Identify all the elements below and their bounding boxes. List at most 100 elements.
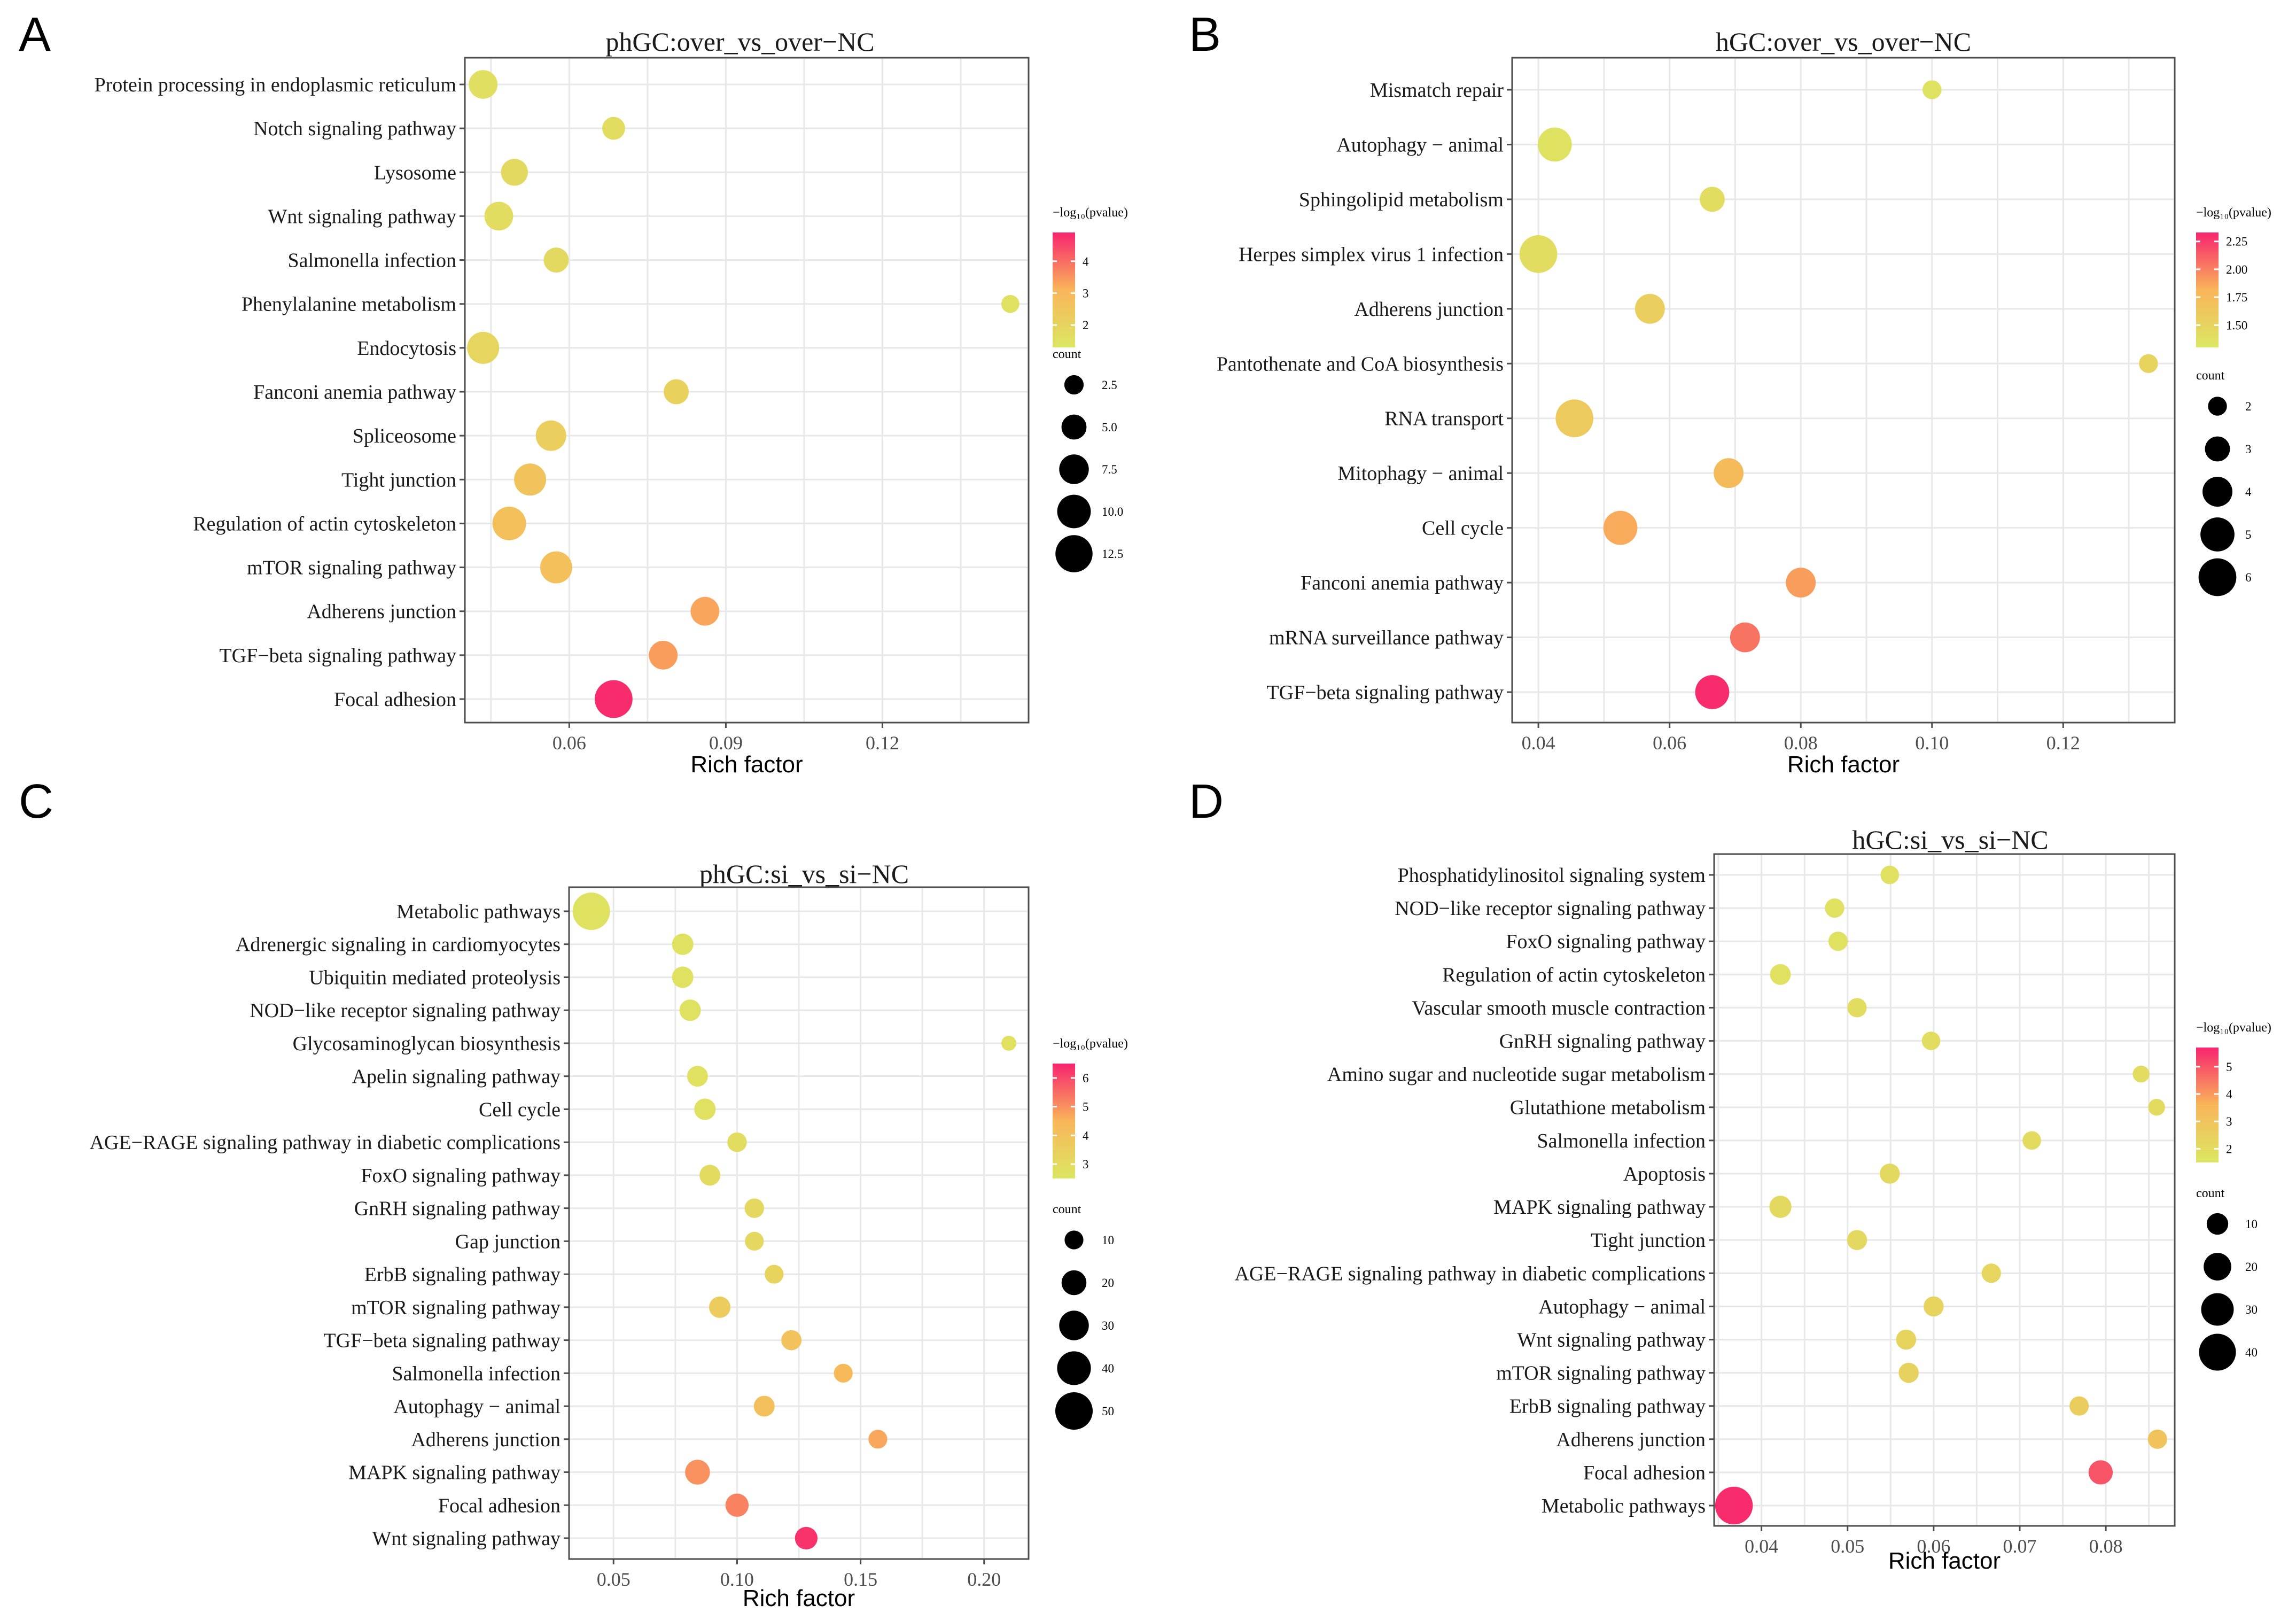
y-tick-label: Wnt signaling pathway <box>268 205 456 228</box>
color-bar-label: 2 <box>1083 319 1089 332</box>
data-point <box>2132 1065 2150 1083</box>
panel-letter: D <box>1189 775 1224 828</box>
y-tick-label: Apelin signaling pathway <box>352 1066 561 1088</box>
x-tick-label: 0.09 <box>709 732 743 754</box>
color-bar-label: 2.25 <box>2226 235 2247 249</box>
data-point <box>1769 1196 1792 1218</box>
data-point <box>685 1460 710 1485</box>
data-point <box>1898 1362 1919 1383</box>
x-tick-label: 0.07 <box>2003 1536 2036 1557</box>
color-legend-title: −log₁₀(pvalue) <box>1053 206 1128 220</box>
y-tick-label: FoxO signaling pathway <box>1506 930 1706 953</box>
y-tick-label: Autophagy − animal <box>393 1395 561 1418</box>
data-point <box>1921 1032 1941 1050</box>
size-legend-label: 30 <box>2245 1303 2258 1316</box>
data-point <box>1880 865 1900 885</box>
data-point <box>1847 1230 1867 1250</box>
color-bar <box>1053 1064 1075 1178</box>
size-legend-label: 10 <box>1102 1234 1114 1247</box>
y-tick-label: MAPK signaling pathway <box>348 1462 561 1484</box>
panel-letter: C <box>19 775 53 828</box>
color-bar-label: 4 <box>1083 255 1089 268</box>
y-tick-label: Cell cycle <box>479 1098 561 1121</box>
size-legend-label: 5.0 <box>1102 421 1117 434</box>
y-tick-label: Herpes simplex virus 1 infection <box>1239 243 1504 266</box>
size-legend-label: 20 <box>2245 1260 2258 1274</box>
y-tick-label: Amino sugar and nucleotide sugar metabol… <box>1327 1064 1706 1086</box>
size-legend-dot <box>2208 397 2227 416</box>
y-tick-label: Adherens junction <box>411 1429 561 1451</box>
x-tick-label: 0.06 <box>1653 732 1686 754</box>
y-tick-label: Cell cycle <box>1422 517 1504 540</box>
data-point <box>602 117 625 140</box>
data-point <box>649 640 678 670</box>
y-tick-label: Phenylalanine metabolism <box>242 293 456 316</box>
data-point <box>744 1198 765 1218</box>
plot-area <box>1713 853 2176 1527</box>
data-point <box>1828 932 1848 951</box>
data-point <box>727 1132 747 1152</box>
data-point <box>572 892 610 930</box>
size-legend-dot <box>1059 1310 1089 1340</box>
data-point <box>1923 80 1942 99</box>
x-tick-label: 0.20 <box>967 1569 1001 1590</box>
y-tick-label: Fanconi anemia pathway <box>253 381 456 404</box>
size-legend-label: 6 <box>2245 571 2252 584</box>
size-legend-title: count <box>1053 1203 1081 1216</box>
y-tick-label: Endocytosis <box>357 337 456 360</box>
size-legend-title: count <box>1053 347 1081 361</box>
data-point <box>725 1493 749 1517</box>
size-legend-label: 3 <box>2245 443 2252 456</box>
data-point <box>1635 293 1665 324</box>
x-tick-label: 0.06 <box>552 732 586 754</box>
size-legend-dot <box>2205 436 2230 462</box>
data-point <box>540 551 572 584</box>
y-tick-label: mTOR signaling pathway <box>1496 1362 1706 1385</box>
data-point <box>543 247 569 273</box>
data-point <box>1001 1035 1017 1051</box>
x-tick-label: 0.08 <box>1784 732 1818 754</box>
data-point <box>1001 294 1019 313</box>
y-tick-label: Lysosome <box>374 161 456 184</box>
data-point <box>1786 568 1816 598</box>
size-legend-label: 12.5 <box>1102 547 1123 561</box>
size-legend-title: count <box>2196 1187 2225 1200</box>
y-tick-label: TGF−beta signaling pathway <box>1266 681 1504 704</box>
data-point <box>484 201 513 231</box>
data-point <box>2148 1098 2165 1116</box>
size-legend-label: 40 <box>2245 1346 2258 1359</box>
y-tick-label: Mismatch repair <box>1370 79 1504 102</box>
panel-letter: B <box>1189 8 1221 61</box>
x-tick-label: 0.10 <box>1915 732 1949 754</box>
y-tick-label: Salmonella infection <box>1537 1130 1706 1152</box>
plot-area <box>464 57 1030 724</box>
y-tick-label: Tight junction <box>1591 1229 1706 1252</box>
color-bar-label: 1.50 <box>2226 319 2247 332</box>
y-tick-label: AGE−RAGE signaling pathway in diabetic c… <box>89 1131 561 1154</box>
color-legend-title: −log₁₀(pvalue) <box>2196 1021 2271 1035</box>
data-point <box>1537 127 1572 162</box>
size-legend-label: 7.5 <box>1102 463 1117 476</box>
y-tick-label: Gap junction <box>455 1230 561 1253</box>
plot-area <box>1511 57 2176 724</box>
data-point <box>1896 1329 1917 1350</box>
x-tick-label: 0.04 <box>1522 732 1555 754</box>
data-point <box>1555 399 1593 438</box>
y-tick-label: Phosphatidylinositol signaling system <box>1398 864 1706 887</box>
size-legend-dot <box>2206 1213 2229 1235</box>
size-legend-label: 2.5 <box>1102 378 1117 392</box>
size-legend-dot <box>1064 375 1084 395</box>
data-point <box>699 1165 721 1186</box>
data-point <box>595 680 633 718</box>
color-bar <box>2196 1048 2219 1162</box>
size-legend-dot <box>1055 535 1093 572</box>
data-point <box>1847 998 1867 1018</box>
size-legend-dot <box>1055 1392 1093 1430</box>
data-point <box>1825 898 1844 918</box>
y-tick-label: Autophagy − animal <box>1538 1296 1706 1318</box>
x-axis-label: Rich factor <box>1888 1548 2001 1574</box>
data-point <box>2022 1131 2041 1150</box>
data-point <box>679 999 701 1021</box>
